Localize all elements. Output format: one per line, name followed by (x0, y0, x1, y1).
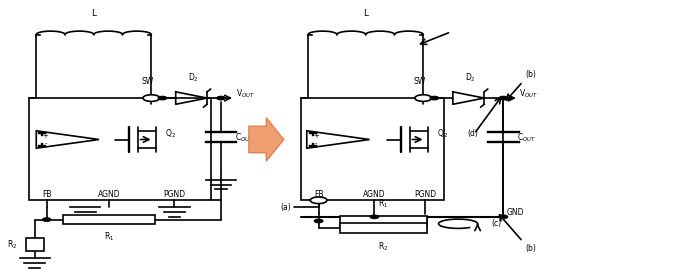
Text: D$_2$: D$_2$ (188, 72, 199, 84)
Bar (340, 223, 427, 233)
Circle shape (158, 97, 167, 100)
Text: (b): (b) (526, 70, 537, 79)
Text: PGND: PGND (163, 190, 186, 199)
Text: FB: FB (314, 190, 323, 199)
Circle shape (143, 95, 160, 101)
Text: L: L (91, 9, 97, 18)
Text: D$_2$: D$_2$ (465, 72, 476, 84)
Circle shape (430, 97, 438, 100)
Bar (63, 215, 155, 224)
Text: -: - (44, 140, 47, 146)
Text: Q$_2$: Q$_2$ (165, 128, 176, 140)
Bar (301, 98, 444, 200)
Text: SW: SW (414, 77, 426, 86)
Circle shape (499, 215, 508, 218)
Text: R$_2$: R$_2$ (378, 240, 388, 253)
Text: (a): (a) (280, 203, 290, 212)
Bar (340, 216, 427, 226)
Text: Q$_2$: Q$_2$ (438, 128, 448, 140)
Text: +: + (313, 133, 319, 139)
Circle shape (314, 219, 323, 223)
Polygon shape (249, 118, 284, 161)
Circle shape (415, 95, 432, 101)
Text: V$_{OUT}$: V$_{OUT}$ (236, 88, 255, 100)
Text: FB: FB (42, 190, 52, 199)
Text: L: L (363, 9, 368, 18)
Text: SW: SW (141, 77, 154, 86)
Text: (c): (c) (491, 219, 502, 228)
Text: (b): (b) (526, 244, 537, 253)
Text: V$_{OUT}$: V$_{OUT}$ (519, 88, 538, 100)
Circle shape (217, 97, 225, 100)
Bar (26, 237, 43, 251)
Text: R$_1$: R$_1$ (104, 231, 114, 243)
Circle shape (499, 97, 508, 100)
Text: GND: GND (507, 208, 524, 217)
Text: +: + (43, 133, 48, 139)
Circle shape (370, 215, 379, 218)
Text: R$_1$: R$_1$ (378, 198, 388, 210)
Text: AGND: AGND (98, 190, 121, 199)
Circle shape (310, 197, 327, 204)
Text: C$_{OUT}$: C$_{OUT}$ (517, 131, 536, 144)
Circle shape (43, 218, 51, 221)
Bar (29, 98, 211, 200)
Text: AGND: AGND (363, 190, 386, 199)
Text: PGND: PGND (414, 190, 436, 199)
Text: C$_{OUT}$: C$_{OUT}$ (235, 131, 254, 144)
Text: (d): (d) (467, 129, 478, 138)
Text: -: - (315, 140, 317, 146)
Text: R$_2$: R$_2$ (7, 238, 18, 251)
